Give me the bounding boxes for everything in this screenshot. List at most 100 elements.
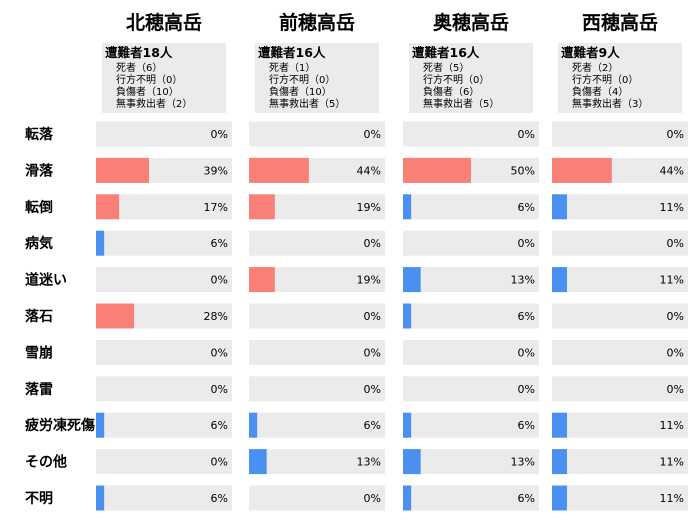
bar-track	[403, 376, 539, 402]
data-label: 0%	[211, 274, 228, 287]
summary-line: 無事救出者（5）	[423, 97, 499, 110]
category-label: 病気	[25, 235, 53, 252]
bar-track	[249, 376, 385, 402]
bar	[403, 485, 412, 511]
summary-title: 遭難者16人	[258, 45, 326, 60]
data-label: 0%	[211, 128, 228, 141]
bar	[552, 412, 567, 438]
data-label: 0%	[364, 346, 381, 359]
bar-track	[96, 485, 232, 511]
bar-track	[403, 267, 539, 293]
data-label: 44%	[660, 164, 684, 177]
data-label: 0%	[518, 346, 535, 359]
data-label: 6%	[211, 237, 228, 250]
data-label: 11%	[660, 492, 684, 505]
summary-line: 行方不明（0）	[572, 73, 638, 86]
category-label: 滑落	[25, 162, 54, 179]
summary-line: 負傷者（4）	[572, 85, 628, 98]
bar-track	[96, 376, 232, 402]
data-label: 11%	[660, 456, 684, 469]
category-label: その他	[25, 454, 67, 471]
mountain-title: 西穂高岳	[582, 11, 658, 34]
bar-track	[96, 121, 232, 147]
bar-track	[403, 194, 539, 220]
bar	[552, 449, 567, 475]
data-label: 0%	[518, 128, 535, 141]
bar-track	[552, 194, 688, 220]
bar	[249, 267, 275, 293]
bar	[403, 194, 412, 220]
data-label: 39%	[204, 164, 228, 177]
data-label: 0%	[211, 383, 228, 396]
data-label: 6%	[518, 492, 535, 505]
summary-line: 無事救出者（5）	[269, 97, 345, 110]
data-label: 6%	[211, 492, 228, 505]
bar-track	[96, 339, 232, 365]
mountain-title: 奥穂高岳	[433, 11, 509, 34]
data-label: 6%	[364, 419, 381, 432]
bar-track	[403, 449, 539, 475]
category-label: 不明	[25, 491, 53, 507]
bar-track	[552, 376, 688, 402]
bar	[403, 449, 421, 475]
data-label: 0%	[518, 237, 535, 250]
data-label: 0%	[211, 456, 228, 469]
summary-line: 負傷者（6）	[423, 85, 479, 98]
data-label: 0%	[364, 310, 381, 323]
data-label: 0%	[667, 346, 684, 359]
data-label: 19%	[357, 201, 381, 214]
bar-track	[552, 485, 688, 511]
summary-title: 遭難者16人	[412, 45, 480, 60]
data-label: 0%	[211, 346, 228, 359]
bar	[403, 157, 471, 183]
data-label: 0%	[667, 310, 684, 323]
bar-track	[96, 412, 232, 438]
bar-track	[403, 485, 539, 511]
data-label: 0%	[667, 383, 684, 396]
data-label: 0%	[364, 128, 381, 141]
data-label: 13%	[511, 274, 535, 287]
summary-box	[558, 43, 682, 113]
bar-track	[552, 449, 688, 475]
data-label: 0%	[518, 383, 535, 396]
summary-title: 遭難者9人	[561, 45, 620, 60]
data-label: 0%	[364, 492, 381, 505]
bar	[403, 267, 421, 293]
bar	[96, 230, 105, 256]
bar	[249, 157, 309, 183]
summary-line: 負傷者（10）	[269, 85, 332, 98]
summary-box	[409, 43, 533, 113]
summary-title: 遭難者18人	[105, 45, 173, 60]
bar	[249, 449, 267, 475]
bar-track	[552, 303, 688, 329]
bar	[552, 157, 612, 183]
bar	[403, 412, 412, 438]
summary-line: 無事救出者（3）	[572, 97, 648, 110]
bar	[552, 267, 567, 293]
bar	[96, 157, 150, 183]
category-label: 疲労凍死傷	[25, 417, 95, 434]
summary-line: 死者（6）	[116, 62, 162, 74]
data-label: 50%	[511, 164, 535, 177]
category-label: 雪崩	[25, 344, 53, 361]
bar	[403, 303, 412, 329]
summary-line: 無事救出者（2）	[116, 97, 192, 110]
summary-box	[102, 43, 226, 113]
summary-line: 死者（1）	[269, 62, 315, 74]
mountain-title: 北穂高岳	[126, 11, 202, 34]
summary-line: 行方不明（0）	[116, 73, 182, 86]
data-label: 6%	[211, 419, 228, 432]
bar-track	[249, 339, 385, 365]
bar-track	[249, 121, 385, 147]
summary-line: 行方不明（0）	[269, 73, 335, 86]
data-label: 0%	[667, 237, 684, 250]
bar	[552, 485, 567, 511]
bar	[96, 485, 105, 511]
bar-track	[403, 412, 539, 438]
bar	[96, 303, 135, 329]
data-label: 19%	[357, 274, 381, 287]
bar-track	[96, 267, 232, 293]
